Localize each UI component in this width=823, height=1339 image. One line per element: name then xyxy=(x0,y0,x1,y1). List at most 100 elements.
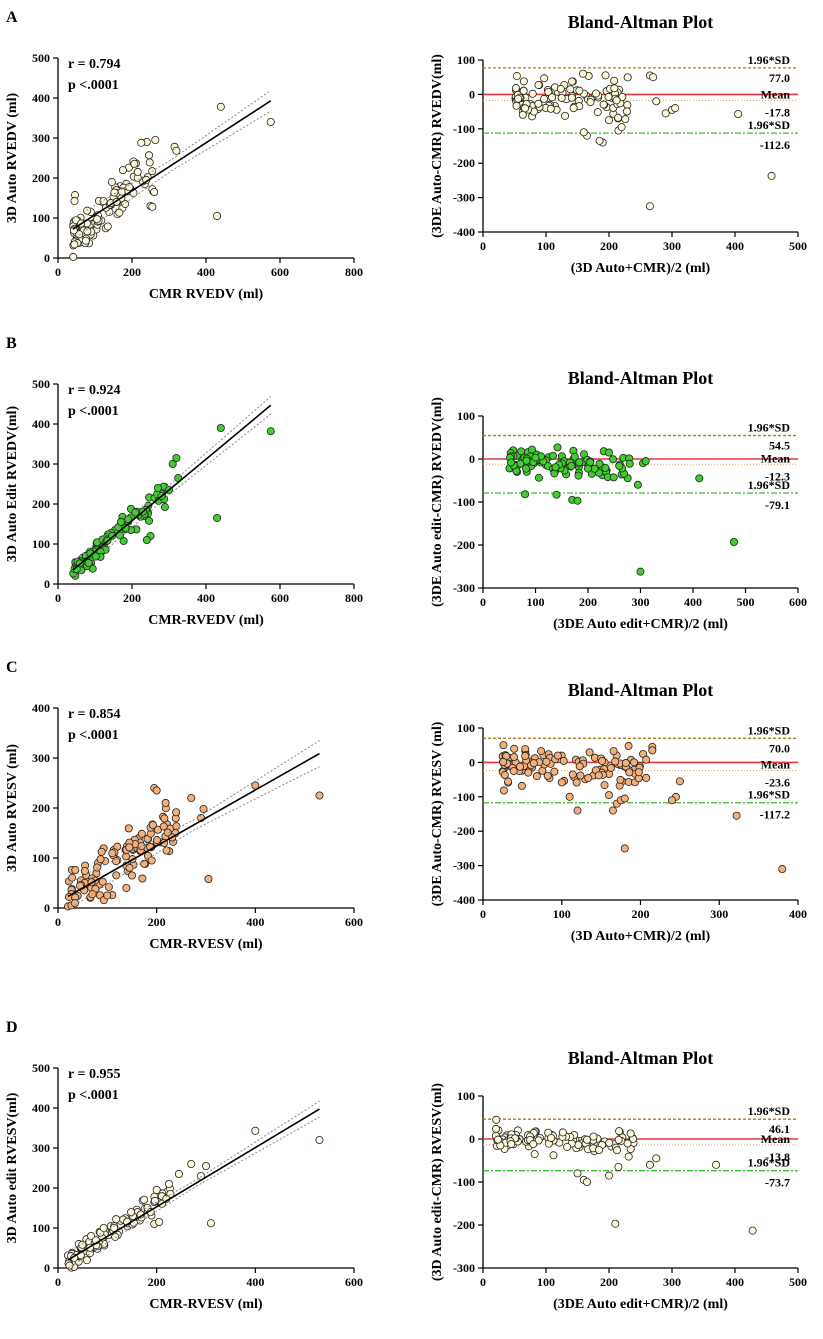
y-axis-label: (3DE Auto-CMR) RVESV (ml) xyxy=(430,721,445,906)
data-point xyxy=(534,80,543,89)
data-point xyxy=(668,796,677,805)
data-point xyxy=(140,859,149,868)
chart-title: Bland-Altman Plot xyxy=(568,368,714,388)
data-point xyxy=(527,445,536,454)
data-point xyxy=(521,104,530,113)
data-point xyxy=(112,1215,121,1224)
lower-loa-value: -112.6 xyxy=(760,138,790,152)
p-value-label: p <.0001 xyxy=(68,1088,119,1103)
data-point xyxy=(140,1195,149,1204)
x-tick-label: 300 xyxy=(663,1275,681,1289)
data-point xyxy=(548,451,557,460)
data-point xyxy=(127,1208,136,1217)
data-point xyxy=(162,846,171,855)
ci-lower-line xyxy=(67,766,320,910)
data-point xyxy=(519,86,528,95)
data-point xyxy=(510,753,519,762)
data-point xyxy=(251,1126,260,1135)
data-point xyxy=(528,89,537,98)
y-tick-label: 300 xyxy=(32,751,50,765)
data-point xyxy=(548,93,557,102)
x-tick-label: 300 xyxy=(710,907,728,921)
data-point xyxy=(116,517,125,526)
data-point xyxy=(138,874,147,883)
data-point xyxy=(622,107,631,116)
data-point xyxy=(514,94,523,103)
data-point xyxy=(614,1135,623,1144)
data-point xyxy=(569,104,578,113)
x-axis-label: (3DE Auto edit+CMR)/2 (ml) xyxy=(553,1297,728,1312)
x-tick-label: 400 xyxy=(789,907,807,921)
data-point xyxy=(130,159,139,168)
data-point xyxy=(512,72,521,81)
y-tick-label: -200 xyxy=(453,1218,475,1232)
r-value-label: r = 0.924 xyxy=(68,383,120,398)
data-point xyxy=(522,456,531,465)
data-point xyxy=(97,847,106,856)
y-tick-label: 500 xyxy=(32,1061,50,1075)
lower-loa-value: -117.2 xyxy=(760,808,790,822)
y-tick-label: 100 xyxy=(32,211,50,225)
data-point xyxy=(595,1146,604,1155)
data-point xyxy=(82,1256,91,1265)
data-point xyxy=(641,457,650,466)
y-tick-label: 0 xyxy=(44,251,50,265)
x-tick-label: 600 xyxy=(345,915,363,929)
data-point xyxy=(630,758,639,767)
data-point xyxy=(566,85,575,94)
data-point xyxy=(642,755,651,764)
data-point xyxy=(69,226,78,235)
y-tick-label: -300 xyxy=(453,859,475,873)
data-point xyxy=(68,873,77,882)
data-point xyxy=(623,73,632,82)
data-point xyxy=(187,794,196,803)
x-tick-label: 300 xyxy=(632,595,650,609)
lower-loa-value: -73.7 xyxy=(765,1176,790,1190)
chart-title: Bland-Altman Plot xyxy=(568,1048,714,1068)
data-point xyxy=(712,1160,721,1169)
x-tick-label: 200 xyxy=(148,1275,166,1289)
data-point xyxy=(732,811,741,820)
x-axis-label: CMR RVEDV (ml) xyxy=(149,287,264,302)
data-point xyxy=(560,111,569,120)
y-tick-label: 400 xyxy=(32,1101,50,1115)
ci-upper-line xyxy=(67,1100,320,1253)
x-tick-label: 100 xyxy=(537,239,555,253)
data-point xyxy=(499,741,508,750)
data-point xyxy=(152,1186,161,1195)
data-point xyxy=(568,770,577,779)
p-value-label: p <.0001 xyxy=(68,404,119,419)
data-point xyxy=(125,183,134,192)
data-point xyxy=(605,1138,614,1147)
y-tick-label: 100 xyxy=(32,1221,50,1235)
data-point xyxy=(96,855,105,864)
data-point xyxy=(512,101,521,110)
data-point xyxy=(549,1151,558,1160)
data-point xyxy=(529,759,538,768)
regression-line xyxy=(72,100,272,230)
data-point xyxy=(551,463,560,472)
data-point xyxy=(206,1219,215,1228)
data-point xyxy=(778,865,787,874)
data-point xyxy=(492,1115,501,1124)
x-tick-label: 0 xyxy=(55,265,61,279)
data-point xyxy=(83,227,92,236)
mean-label: Mean xyxy=(761,88,791,102)
data-point xyxy=(573,1169,582,1178)
data-point xyxy=(572,778,581,787)
data-point xyxy=(544,87,553,96)
data-point xyxy=(675,777,684,786)
lower-sd-label: 1.96*SD xyxy=(748,1156,791,1170)
data-point xyxy=(585,748,594,757)
data-point xyxy=(78,1240,87,1249)
data-point xyxy=(611,1219,620,1228)
data-point xyxy=(147,856,156,865)
data-point xyxy=(563,1142,572,1151)
data-point xyxy=(767,171,776,180)
bland-altman-plot-a: Bland-Altman Plot -400 -300 -200 -100 0 100 0 10… xyxy=(430,12,807,276)
y-tick-label: 0 xyxy=(469,1132,475,1146)
data-point xyxy=(521,490,530,499)
data-point xyxy=(568,77,577,86)
data-point xyxy=(119,536,128,545)
